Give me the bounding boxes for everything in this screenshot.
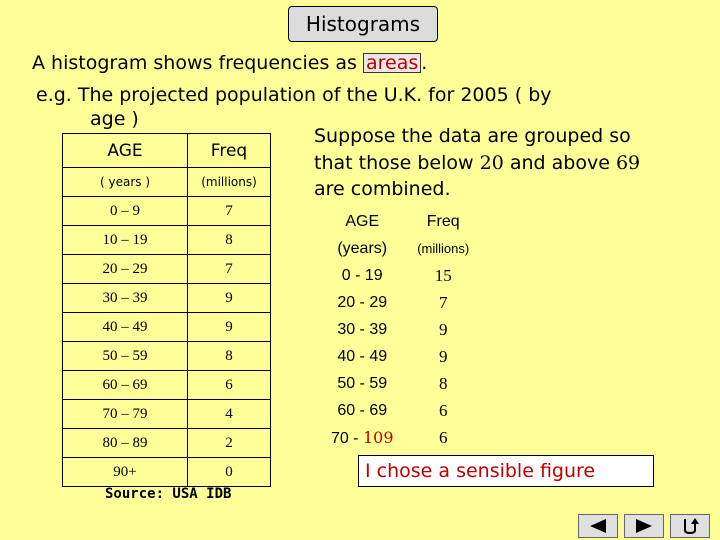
grouped-table: AGE Freq (years) (millions) 0 - 19 15 20 -… <box>318 208 480 451</box>
return-icon <box>684 518 699 535</box>
nav-back-button[interactable] <box>578 514 618 538</box>
intro-period: . <box>421 52 428 74</box>
grouped-freq-cell: 9 <box>438 346 448 366</box>
freq-cell: 9 <box>187 312 271 342</box>
grouped-age-cell: 20 - 29 <box>337 293 388 311</box>
freq-cell: 7 <box>187 196 271 226</box>
table-row: 90+ 0 <box>62 457 271 487</box>
table-row: 20 - 29 7 <box>318 289 480 316</box>
grouped-age-cell: 50 - 59 <box>337 374 388 392</box>
freq-cell: 0 <box>187 457 271 487</box>
grouped-freq-cell: 15 <box>434 265 452 285</box>
grouped-freq-cell: 9 <box>438 319 448 339</box>
subheader-freq: (millions) <box>187 167 271 197</box>
age-cell: 30 – 39 <box>62 283 188 313</box>
suppose-line-3: are combined. <box>314 178 451 200</box>
freq-cell: 6 <box>187 370 271 400</box>
freq-cell: 4 <box>187 399 271 429</box>
cutoff-low: 20 <box>479 152 504 174</box>
suppose-text-b: and above <box>503 152 616 174</box>
grouped-subheader-age: (years) <box>337 239 388 257</box>
suppose-line-1: Suppose the data are grouped so <box>314 125 631 147</box>
sensible-figure-note: I chose a sensible figure <box>358 455 654 487</box>
table-row: 60 - 69 6 <box>318 397 480 424</box>
table-row: 10 – 19 8 <box>62 225 271 255</box>
grouped-freq-cell: 8 <box>438 373 448 393</box>
nav-return-button[interactable] <box>670 514 710 538</box>
freq-cell: 7 <box>187 254 271 284</box>
table-row: 50 - 59 8 <box>318 370 480 397</box>
source-note: Source: USA IDB <box>105 486 232 502</box>
table-row: 60 – 69 6 <box>62 370 271 400</box>
age-cell: 60 – 69 <box>62 370 188 400</box>
page-title: Histograms <box>288 6 438 42</box>
table-row: 0 - 19 15 <box>318 262 480 289</box>
population-table: AGE Freq ( years ) (millions) 0 – 9 7 10 –… <box>62 133 271 487</box>
header-freq: Freq <box>187 133 271 168</box>
grouped-age-cell: 0 - 19 <box>341 266 383 284</box>
table-row: 70 – 79 4 <box>62 399 271 429</box>
suppose-text-a: that those below <box>314 152 480 174</box>
last-age-end: 109 <box>362 427 394 447</box>
age-cell: 40 – 49 <box>62 312 188 342</box>
age-cell: 70 – 79 <box>62 399 188 429</box>
intro-line-1: A histogram shows frequencies as areas. <box>32 52 427 74</box>
grouped-age-cell: 40 - 49 <box>337 347 388 365</box>
grouped-freq-cell: 6 <box>438 400 448 420</box>
forward-icon <box>636 519 652 533</box>
freq-cell: 9 <box>187 283 271 313</box>
age-cell: 0 – 9 <box>62 196 188 226</box>
cutoff-high: 69 <box>615 152 641 174</box>
freq-cell: 8 <box>187 341 271 371</box>
nav-forward-button[interactable] <box>624 514 664 538</box>
subheader-age: ( years ) <box>62 167 188 197</box>
last-age-start: 70 - <box>330 429 363 447</box>
age-cell: 80 – 89 <box>62 428 188 458</box>
grouped-subheader-freq: (millions) <box>417 241 470 256</box>
age-cell: 90+ <box>62 457 188 487</box>
table-row: 30 – 39 9 <box>62 283 271 313</box>
table-row: 80 – 89 2 <box>62 428 271 458</box>
table-row: 40 – 49 9 <box>62 312 271 342</box>
freq-cell: 2 <box>187 428 271 458</box>
table-row: 40 - 49 9 <box>318 343 480 370</box>
table-row: 30 - 39 9 <box>318 316 480 343</box>
grouped-age-cell: 30 - 39 <box>337 320 388 338</box>
grouped-age-cell: 60 - 69 <box>337 401 388 419</box>
grouped-last-age: 70 - 109 <box>318 424 406 451</box>
suppose-line-2: that those below 20 and above 69 <box>314 152 640 174</box>
intro-line-2: e.g. The projected population of the U.K… <box>36 84 552 106</box>
areas-highlight: areas <box>362 53 422 73</box>
intro-line-3: age ) <box>90 108 139 130</box>
grouped-freq-cell: 7 <box>438 292 448 312</box>
table-row: 20 – 29 7 <box>62 254 271 284</box>
age-cell: 50 – 59 <box>62 341 188 371</box>
table-row: 50 – 59 8 <box>62 341 271 371</box>
age-cell: 20 – 29 <box>62 254 188 284</box>
header-age: AGE <box>62 133 188 168</box>
age-cell: 10 – 19 <box>62 225 188 255</box>
intro-text: A histogram shows frequencies as <box>32 52 363 74</box>
freq-cell: 8 <box>187 225 271 255</box>
grouped-last-freq: 6 <box>438 427 448 447</box>
grouped-header-freq: Freq <box>426 212 460 230</box>
grouped-header-age: AGE <box>345 212 380 230</box>
back-icon <box>590 519 606 533</box>
